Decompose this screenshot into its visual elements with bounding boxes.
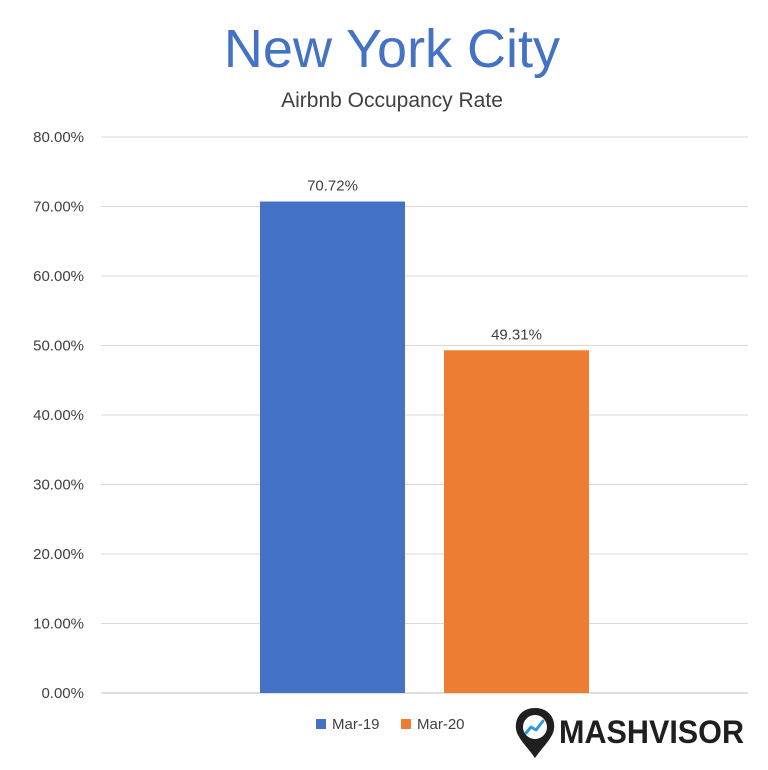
data-labels: 70.72% 49.31% (307, 177, 542, 343)
legend-label: Mar-19 (332, 716, 380, 733)
y-tick-label: 10.00% (33, 616, 84, 633)
legend: Mar-19 Mar-20 (316, 716, 465, 733)
y-tick-label: 30.00% (33, 477, 84, 494)
y-tick-label: 70.00% (33, 199, 84, 216)
chart-title: New York City (224, 19, 560, 79)
y-tick-label: 80.00% (33, 129, 84, 146)
logo-wordmark: MASHVISOR (559, 714, 744, 750)
bar-mar-19 (260, 201, 405, 693)
y-tick-label: 0.00% (41, 685, 84, 702)
legend-swatch (316, 719, 326, 729)
y-tick-label: 40.00% (33, 407, 84, 424)
gridlines (101, 136, 748, 694)
map-pin-chart-icon (515, 708, 555, 758)
legend-label: Mar-20 (417, 716, 465, 733)
y-axis-tick-labels: 0.00% 10.00% 20.00% 30.00% 40.00% 50.00% 60.00… (33, 129, 84, 702)
y-tick-label: 60.00% (33, 268, 84, 285)
mashvisor-logo: MASHVISOR (515, 708, 744, 758)
y-tick-label: 20.00% (33, 546, 84, 563)
data-label: 49.31% (491, 326, 542, 343)
bar-mar-20 (444, 350, 589, 693)
bars (260, 201, 589, 693)
data-label: 70.72% (307, 177, 358, 194)
y-tick-label: 50.00% (33, 338, 84, 355)
chart-subtitle: Airbnb Occupancy Rate (281, 89, 503, 112)
legend-swatch (401, 719, 411, 729)
